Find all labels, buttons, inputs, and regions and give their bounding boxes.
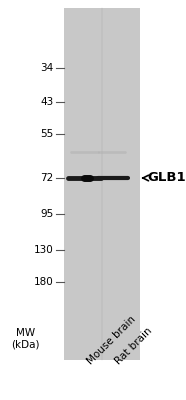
Text: 55: 55 xyxy=(41,129,54,139)
Text: 34: 34 xyxy=(41,63,54,73)
Text: GLB1: GLB1 xyxy=(147,172,186,184)
Text: Mouse brain: Mouse brain xyxy=(86,314,138,366)
Text: 180: 180 xyxy=(34,277,54,287)
Text: 95: 95 xyxy=(41,209,54,219)
Text: MW
(kDa): MW (kDa) xyxy=(12,328,40,350)
Text: 130: 130 xyxy=(34,245,54,255)
FancyBboxPatch shape xyxy=(64,8,140,360)
Text: Rat brain: Rat brain xyxy=(113,325,154,366)
Text: 72: 72 xyxy=(41,173,54,183)
Text: 43: 43 xyxy=(41,97,54,107)
